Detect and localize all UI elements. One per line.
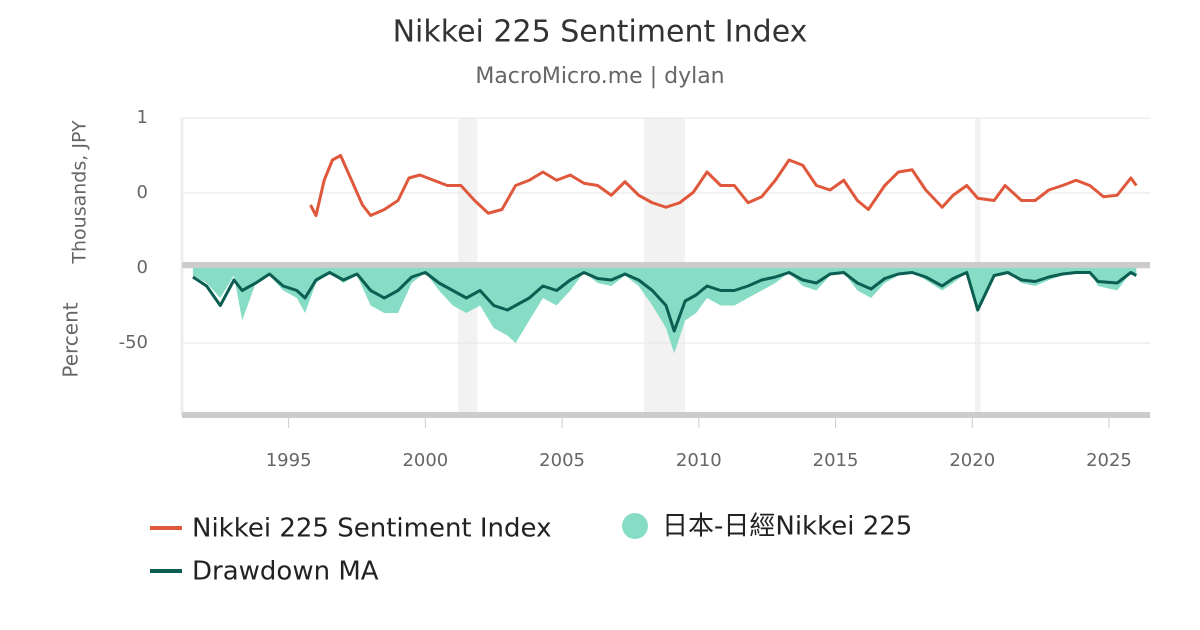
x-tick-label: 2020 (949, 450, 995, 471)
chart-subtitle: MacroMicro.me | dylan (475, 64, 724, 89)
chart-title: Nikkei 225 Sentiment Index (393, 15, 808, 50)
drawdown-area (192, 268, 1137, 354)
x-tick-label: 2015 (813, 450, 859, 471)
y-tick-label: 1 (137, 107, 148, 128)
y-axis-label: Thousands, JPY (69, 120, 91, 265)
series-line (192, 271, 1138, 333)
y2-tick-label: 0 (137, 257, 148, 278)
x-tick-label: 2005 (539, 450, 585, 471)
legend-label: Nikkei 225 Sentiment Index (192, 514, 551, 544)
x-tick-label: 2025 (1086, 450, 1132, 471)
x-tick-label: 2000 (402, 450, 448, 471)
y2-axis-label: Percent (59, 302, 83, 377)
legend-label: Drawdown MA (192, 557, 379, 587)
y2-tick-label: -50 (119, 332, 148, 353)
y-tick-label: 0 (137, 182, 148, 203)
legend-label: 日本-日經Nikkei 225 (662, 512, 912, 542)
series-line (309, 154, 1138, 217)
legend-marker (622, 513, 648, 539)
x-tick-label: 1995 (266, 450, 312, 471)
x-tick-label: 2010 (676, 450, 722, 471)
